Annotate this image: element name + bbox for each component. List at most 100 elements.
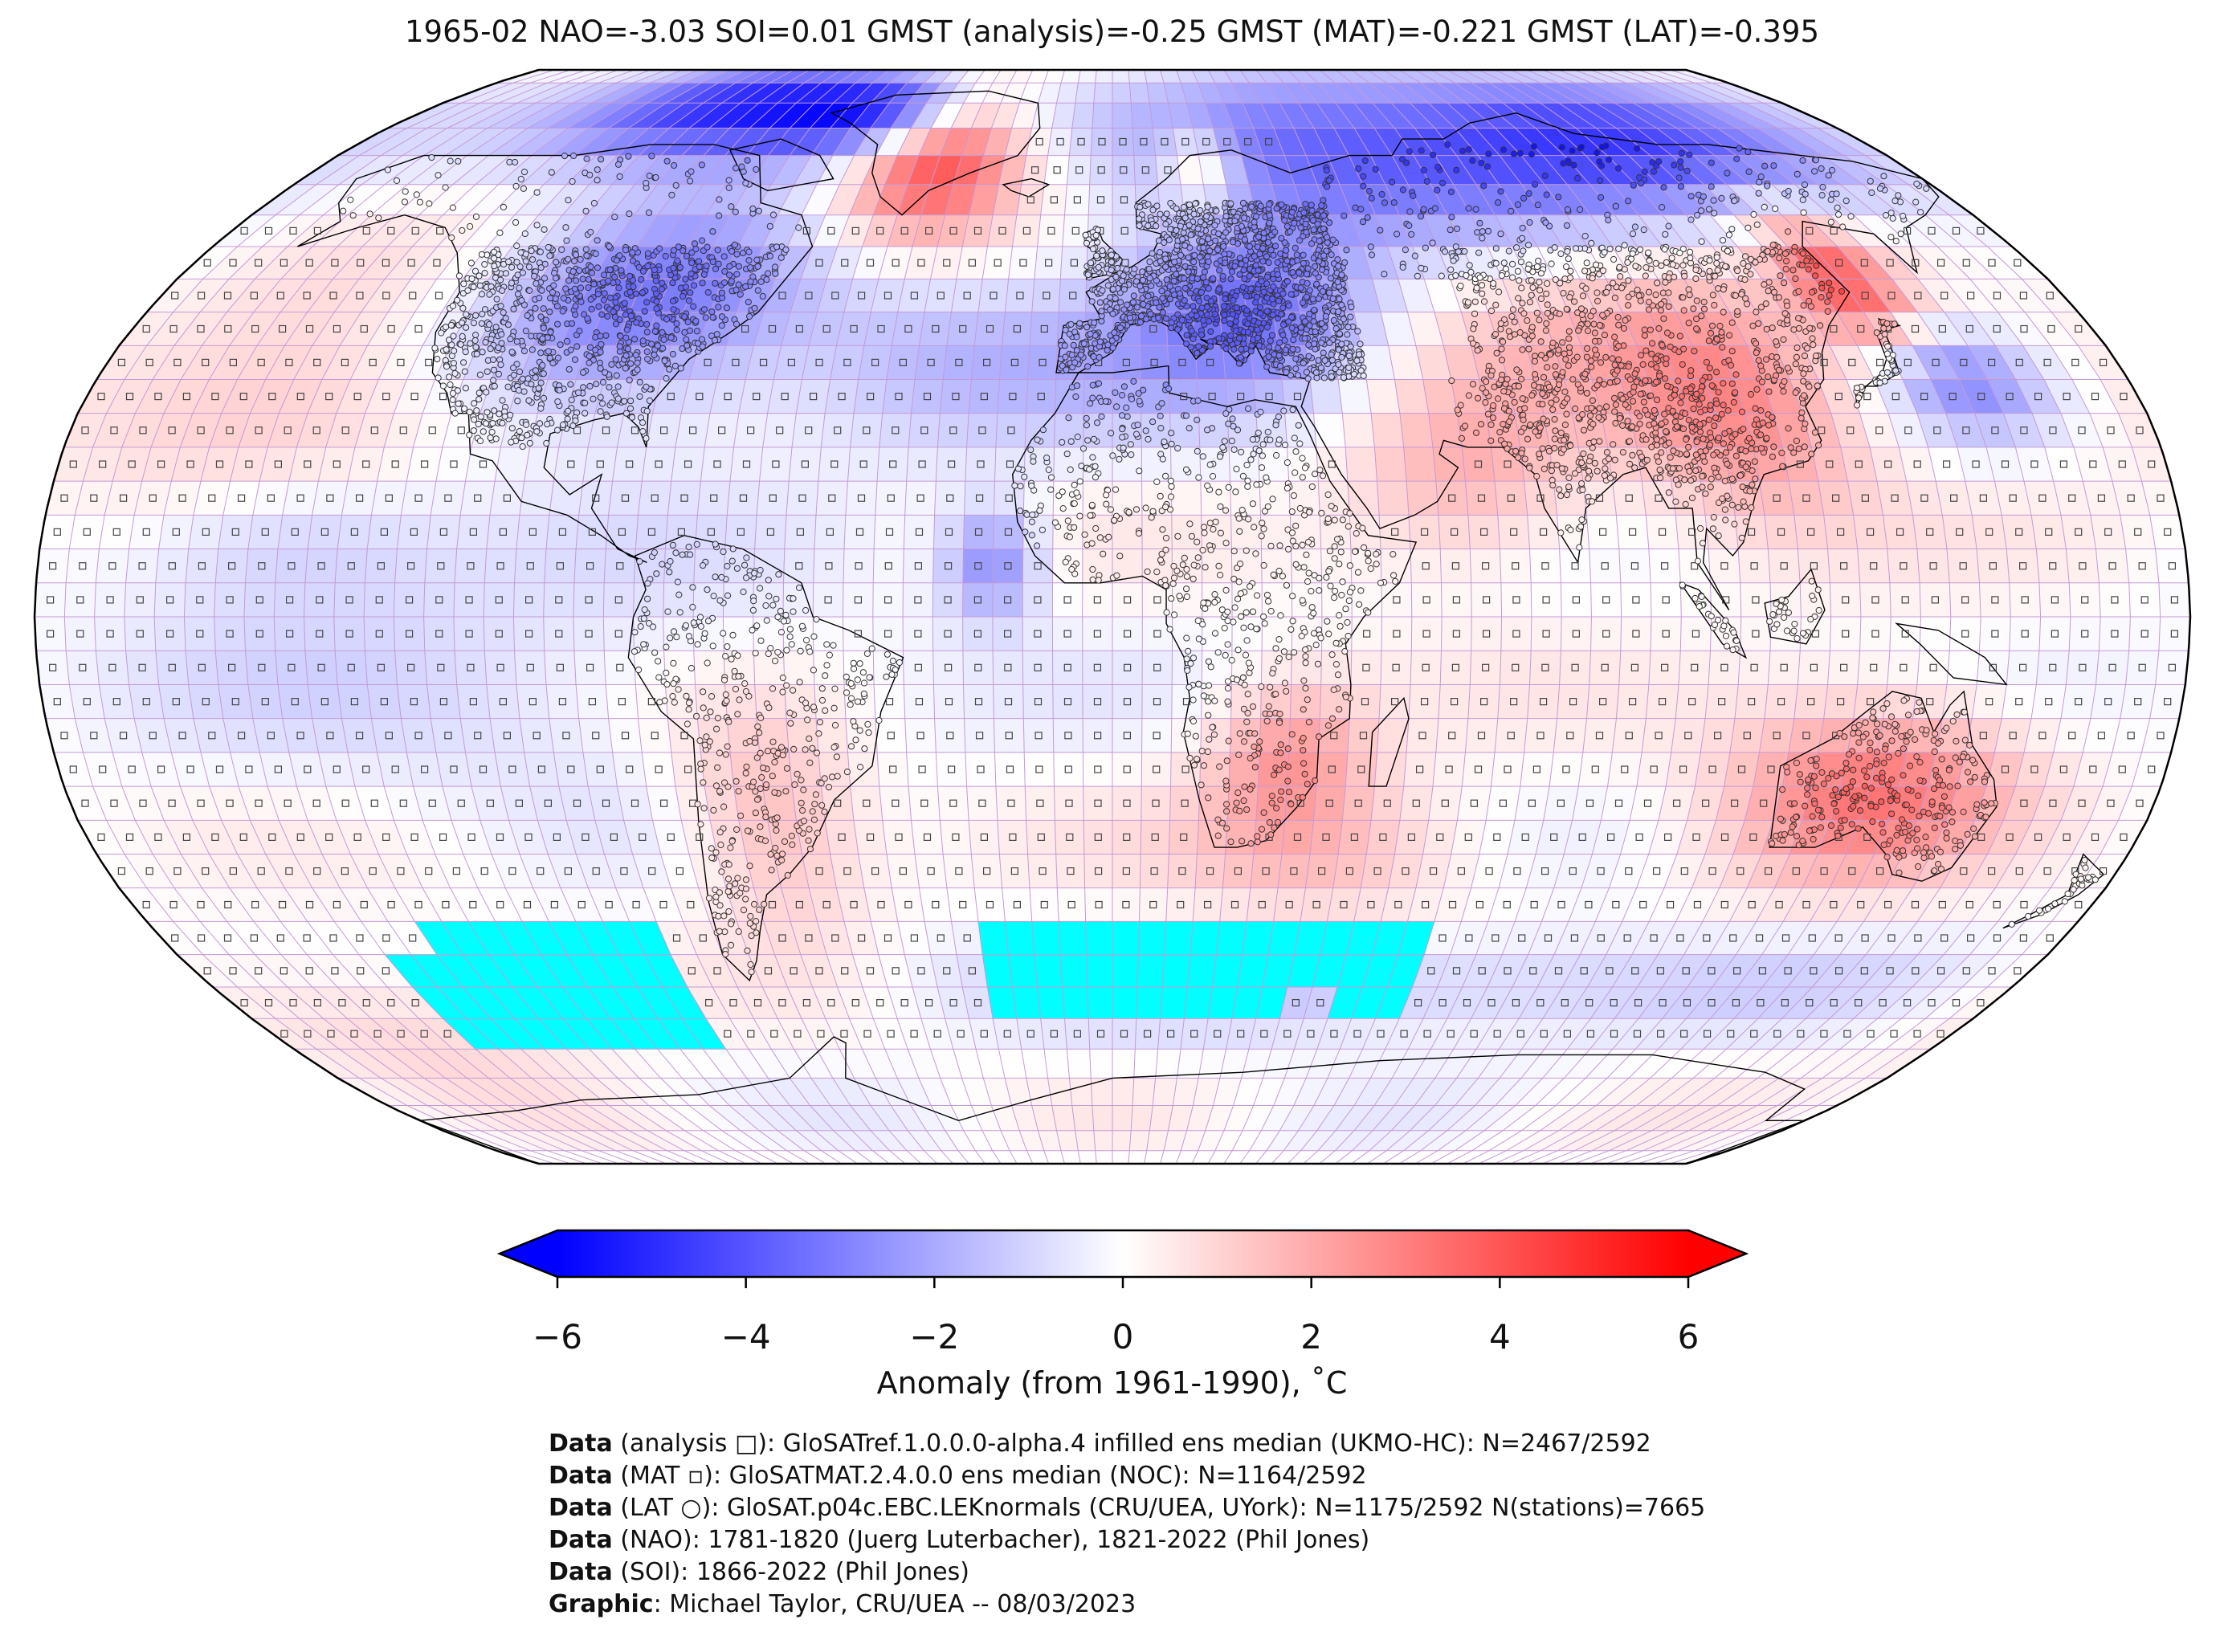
anomaly-cell	[1377, 718, 1409, 753]
anomaly-cell	[1622, 887, 1665, 922]
anomaly-cell	[1693, 1049, 1749, 1079]
anomaly-cell	[1987, 954, 2048, 987]
anomaly-cell	[1443, 854, 1479, 888]
anomaly-cell	[1962, 954, 2022, 987]
anomaly-cell	[759, 447, 792, 482]
station-marker	[625, 153, 632, 160]
station-marker	[547, 328, 554, 336]
anomaly-cell	[367, 684, 402, 719]
station-marker	[718, 322, 725, 329]
anomaly-cell	[475, 1049, 532, 1079]
anomaly-cell	[560, 887, 603, 922]
anomaly-cell	[1001, 1130, 1027, 1151]
anomaly-cell	[623, 820, 661, 855]
missing-cell	[1136, 987, 1163, 1019]
station-marker	[687, 289, 694, 296]
anomaly-cell	[406, 752, 443, 787]
station-marker	[572, 303, 579, 310]
anomaly-cell	[790, 1078, 830, 1106]
anomaly-cell	[509, 1078, 569, 1106]
anomaly-cell	[872, 617, 904, 651]
anomaly-cell	[1044, 155, 1070, 185]
anomaly-cell	[1683, 921, 1730, 955]
anomaly-cell	[255, 954, 312, 987]
anomaly-cell	[642, 447, 675, 482]
anomaly-cell	[1410, 1105, 1455, 1131]
missing-cell	[587, 987, 635, 1019]
anomaly-cell	[365, 651, 398, 685]
anomaly-cell	[155, 651, 189, 685]
anomaly-cell	[612, 447, 647, 482]
missing-cell	[549, 921, 593, 955]
anomaly-cell	[701, 1150, 746, 1164]
station-marker	[795, 224, 802, 231]
anomaly-cell	[394, 549, 427, 583]
anomaly-cell	[1373, 1105, 1415, 1131]
anomaly-cell	[814, 1130, 855, 1151]
station-marker	[691, 240, 699, 247]
anomaly-cell	[1467, 684, 1500, 719]
anomaly-cell	[1135, 1018, 1161, 1050]
anomaly-cell	[1738, 549, 1770, 583]
station-marker	[769, 211, 777, 218]
anomaly-cell	[553, 1078, 609, 1106]
anomaly-cell	[215, 651, 248, 685]
anomaly-cell	[164, 820, 210, 855]
anomaly-cell	[1451, 820, 1487, 855]
anomaly-cell	[786, 481, 818, 516]
anomaly-cell	[825, 1018, 863, 1050]
anomaly-cell	[477, 887, 522, 922]
station-marker	[639, 428, 647, 435]
anomaly-cell	[299, 1018, 362, 1050]
station-marker	[472, 213, 480, 220]
anomaly-cell	[471, 786, 509, 821]
anomaly-cell	[1814, 921, 1864, 955]
anomaly-cell	[367, 515, 402, 549]
missing-cell	[592, 954, 638, 987]
anomaly-cell	[155, 549, 189, 583]
anomaly-cell	[1412, 954, 1451, 987]
anomaly-cell	[1374, 752, 1407, 787]
station-marker	[471, 416, 478, 423]
anomaly-cell	[1986, 752, 2024, 787]
station-marker	[450, 360, 458, 367]
anomaly-cell	[1394, 820, 1429, 855]
anomaly-cell	[573, 549, 606, 583]
station-marker	[648, 341, 655, 348]
station-marker	[654, 342, 662, 349]
anomaly-cell	[886, 345, 920, 380]
anomaly-cell	[94, 617, 126, 651]
anomaly-cell	[844, 515, 875, 549]
station-marker	[751, 304, 758, 312]
station-marker	[699, 237, 706, 244]
station-marker	[616, 343, 623, 350]
station-marker	[582, 399, 589, 406]
anomaly-cell	[455, 651, 487, 685]
station-marker	[499, 287, 506, 294]
station-marker	[582, 246, 590, 253]
station-marker	[475, 420, 482, 428]
anomaly-cell	[1434, 887, 1471, 922]
anomaly-cell	[1817, 1018, 1878, 1050]
anomaly-cell	[243, 582, 275, 617]
anomaly-cell	[177, 954, 238, 987]
anomaly-cell	[1038, 1130, 1061, 1151]
anomaly-cell	[1837, 887, 1885, 922]
station-marker	[507, 411, 514, 419]
anomaly-cell	[1022, 549, 1053, 583]
station-marker	[483, 389, 490, 396]
station-marker	[747, 264, 754, 271]
station-marker	[572, 311, 579, 318]
anomaly-cell	[1433, 752, 1466, 787]
station-marker	[476, 437, 484, 445]
missing-cell	[385, 954, 438, 987]
anomaly-cell	[1772, 1018, 1830, 1050]
anomaly-cell	[966, 413, 998, 447]
station-marker	[533, 428, 541, 435]
anomaly-cell	[703, 1130, 753, 1151]
anomaly-cell	[1350, 651, 1381, 685]
station-marker	[484, 368, 491, 375]
anomaly-cell	[516, 1130, 582, 1151]
station-marker	[715, 260, 722, 267]
station-marker	[540, 305, 547, 312]
